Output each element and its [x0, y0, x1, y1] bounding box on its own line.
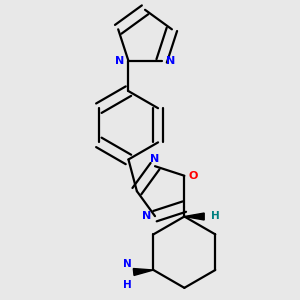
Polygon shape: [133, 268, 154, 275]
Text: N: N: [123, 259, 132, 269]
Polygon shape: [184, 213, 204, 220]
Text: H: H: [123, 280, 132, 290]
Text: H: H: [211, 211, 220, 220]
Text: N: N: [150, 154, 160, 164]
Text: N: N: [115, 56, 124, 66]
Text: N: N: [166, 56, 175, 66]
Text: N: N: [142, 211, 151, 221]
Text: O: O: [188, 171, 197, 181]
